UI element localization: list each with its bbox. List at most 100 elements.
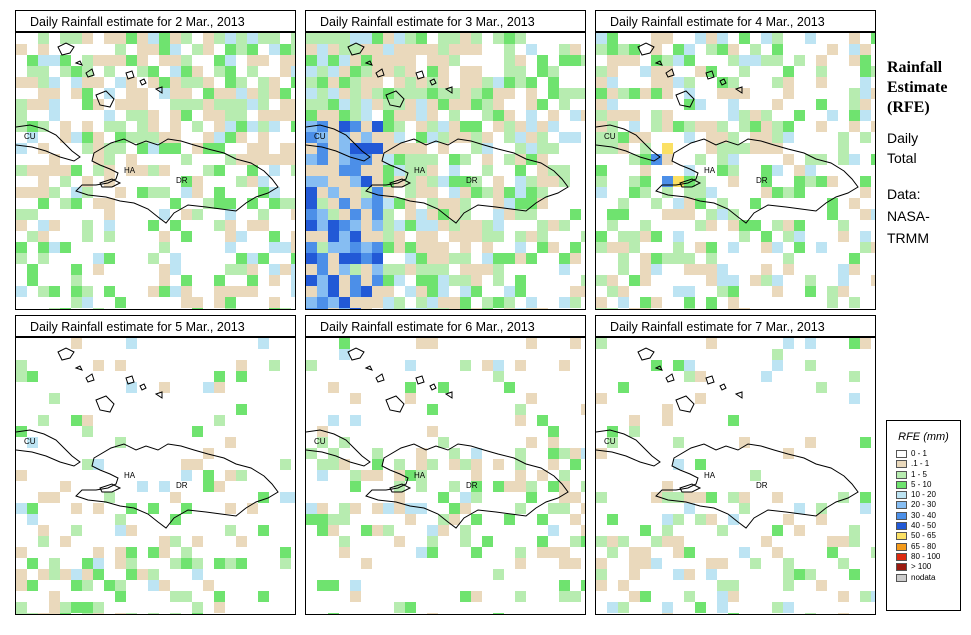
rain-cell <box>871 242 875 253</box>
rain-cell <box>214 220 225 231</box>
rain-cell <box>16 220 27 231</box>
rain-cell <box>427 264 438 275</box>
rain-cell <box>27 55 38 66</box>
rain-cell <box>728 99 739 110</box>
rain-cell <box>504 481 515 492</box>
rain-cell <box>104 580 115 591</box>
rain-cell <box>706 187 717 198</box>
rain-cell <box>537 55 548 66</box>
rain-cell <box>827 286 838 297</box>
rain-cell <box>203 580 214 591</box>
rain-cell <box>673 437 684 448</box>
rain-cell <box>383 231 394 242</box>
rain-cell <box>361 253 372 264</box>
rain-cell <box>181 231 192 242</box>
rain-cell <box>629 558 640 569</box>
rain-cell <box>104 110 115 121</box>
rain-cell <box>49 558 60 569</box>
rain-cell <box>306 253 317 264</box>
rain-cell <box>526 88 537 99</box>
rain-cell <box>596 99 607 110</box>
rain-cell <box>783 514 794 525</box>
rain-cell <box>460 286 471 297</box>
rain-cell <box>739 110 750 121</box>
rain-cell <box>706 132 717 143</box>
rain-cell <box>526 253 537 264</box>
rain-cell <box>493 613 504 614</box>
island-outline <box>347 42 365 56</box>
rain-cell <box>515 448 526 459</box>
rain-cell <box>214 286 225 297</box>
rain-cell <box>684 165 695 176</box>
rain-cell <box>871 275 875 286</box>
rain-cell <box>306 286 317 297</box>
gonave-outline <box>389 483 412 493</box>
rain-cell <box>115 591 126 602</box>
rain-cell <box>159 44 170 55</box>
rain-cell <box>317 88 328 99</box>
caption-data: Data: <box>887 186 921 202</box>
rain-cell <box>717 132 728 143</box>
rain-cell <box>849 536 860 547</box>
rain-cell <box>794 231 805 242</box>
rain-cell <box>269 154 280 165</box>
rain-cell <box>82 176 93 187</box>
rain-cell <box>438 275 449 286</box>
rain-cell <box>159 77 170 88</box>
rain-cell <box>372 198 383 209</box>
rain-cell <box>170 558 181 569</box>
rain-cell <box>104 55 115 66</box>
rain-cell <box>27 264 38 275</box>
rain-cell <box>225 503 236 514</box>
rain-cell <box>728 77 739 88</box>
rain-cell <box>38 176 49 187</box>
rain-cell <box>71 415 82 426</box>
rain-cell <box>607 121 618 132</box>
rain-cell <box>247 88 258 99</box>
rain-cell <box>115 187 126 198</box>
rain-cell <box>225 44 236 55</box>
rain-cell <box>860 338 871 349</box>
rain-cell <box>526 308 537 309</box>
rain-cell <box>317 33 328 44</box>
rain-cell <box>662 110 673 121</box>
rain-cell <box>383 198 394 209</box>
rain-cell <box>339 165 350 176</box>
rain-cell <box>860 44 871 55</box>
rain-cell <box>383 55 394 66</box>
rain-cell <box>269 264 280 275</box>
rain-cell <box>361 297 372 308</box>
label-cuba: CU <box>604 437 616 446</box>
rain-cell <box>317 220 328 231</box>
rain-cell <box>236 99 247 110</box>
rain-cell <box>60 198 71 209</box>
rain-cell <box>515 360 526 371</box>
rain-cell <box>493 297 504 308</box>
rain-cell <box>60 165 71 176</box>
legend-label: 0 - 1 <box>911 449 928 458</box>
rain-cell <box>537 415 548 426</box>
rain-cell <box>717 602 728 613</box>
rain-cell <box>460 220 471 231</box>
rain-cell <box>82 297 93 308</box>
rain-cell <box>137 44 148 55</box>
rain-cell <box>596 231 607 242</box>
rain-cell <box>328 275 339 286</box>
rain-cell <box>548 503 559 514</box>
rain-cell <box>772 33 783 44</box>
rain-cell <box>416 187 427 198</box>
rain-cell <box>350 308 361 309</box>
rain-cell <box>192 569 203 580</box>
rain-cell <box>258 525 269 536</box>
rain-cell <box>350 253 361 264</box>
rain-cell <box>170 613 181 614</box>
rain-cell <box>60 536 71 547</box>
island-outline <box>654 60 663 66</box>
rain-cell <box>60 55 71 66</box>
rain-cell <box>794 55 805 66</box>
rain-cell <box>482 143 493 154</box>
rain-cell <box>214 275 225 286</box>
rain-cell <box>537 470 548 481</box>
rain-cell <box>372 275 383 286</box>
rain-cell <box>783 580 794 591</box>
